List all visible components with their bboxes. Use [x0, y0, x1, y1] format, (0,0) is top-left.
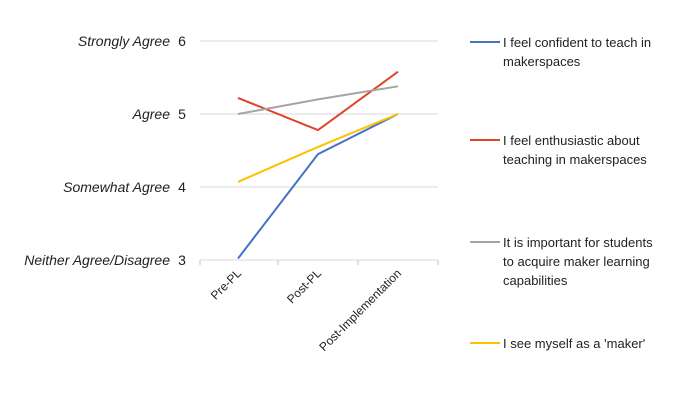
y-tick-label-1: Agree — [132, 106, 171, 122]
y-tick-label-2: Somewhat Agree — [63, 179, 170, 195]
legend-label-1: I feel enthusiastic about teaching in mak… — [503, 133, 647, 167]
legend-label-2: It is important for students to acquire m… — [503, 235, 653, 288]
y-tick-label-0: Strongly Agree — [78, 33, 170, 49]
legend-label-0: I feel confident to teach in makerspaces — [503, 35, 651, 69]
legend-label-3: I see myself as a 'maker' — [503, 336, 645, 351]
y-tick-number-2: 4 — [178, 179, 186, 195]
x-tick-label-1: Post-PL — [284, 266, 324, 306]
series-line-1 — [237, 70, 399, 132]
series-line-0 — [237, 113, 399, 260]
y-tick-label-3: Neither Agree/Disagree — [24, 252, 170, 268]
y-tick-number-0: 6 — [178, 33, 186, 49]
y-tick-number-1: 5 — [178, 106, 186, 122]
x-tick-label-2: Post-Implementation — [316, 266, 404, 354]
series-line-2 — [237, 85, 399, 115]
x-tick-label-0: Pre-PL — [208, 266, 245, 303]
y-tick-number-3: 3 — [178, 252, 186, 268]
series-line-3 — [237, 113, 399, 183]
